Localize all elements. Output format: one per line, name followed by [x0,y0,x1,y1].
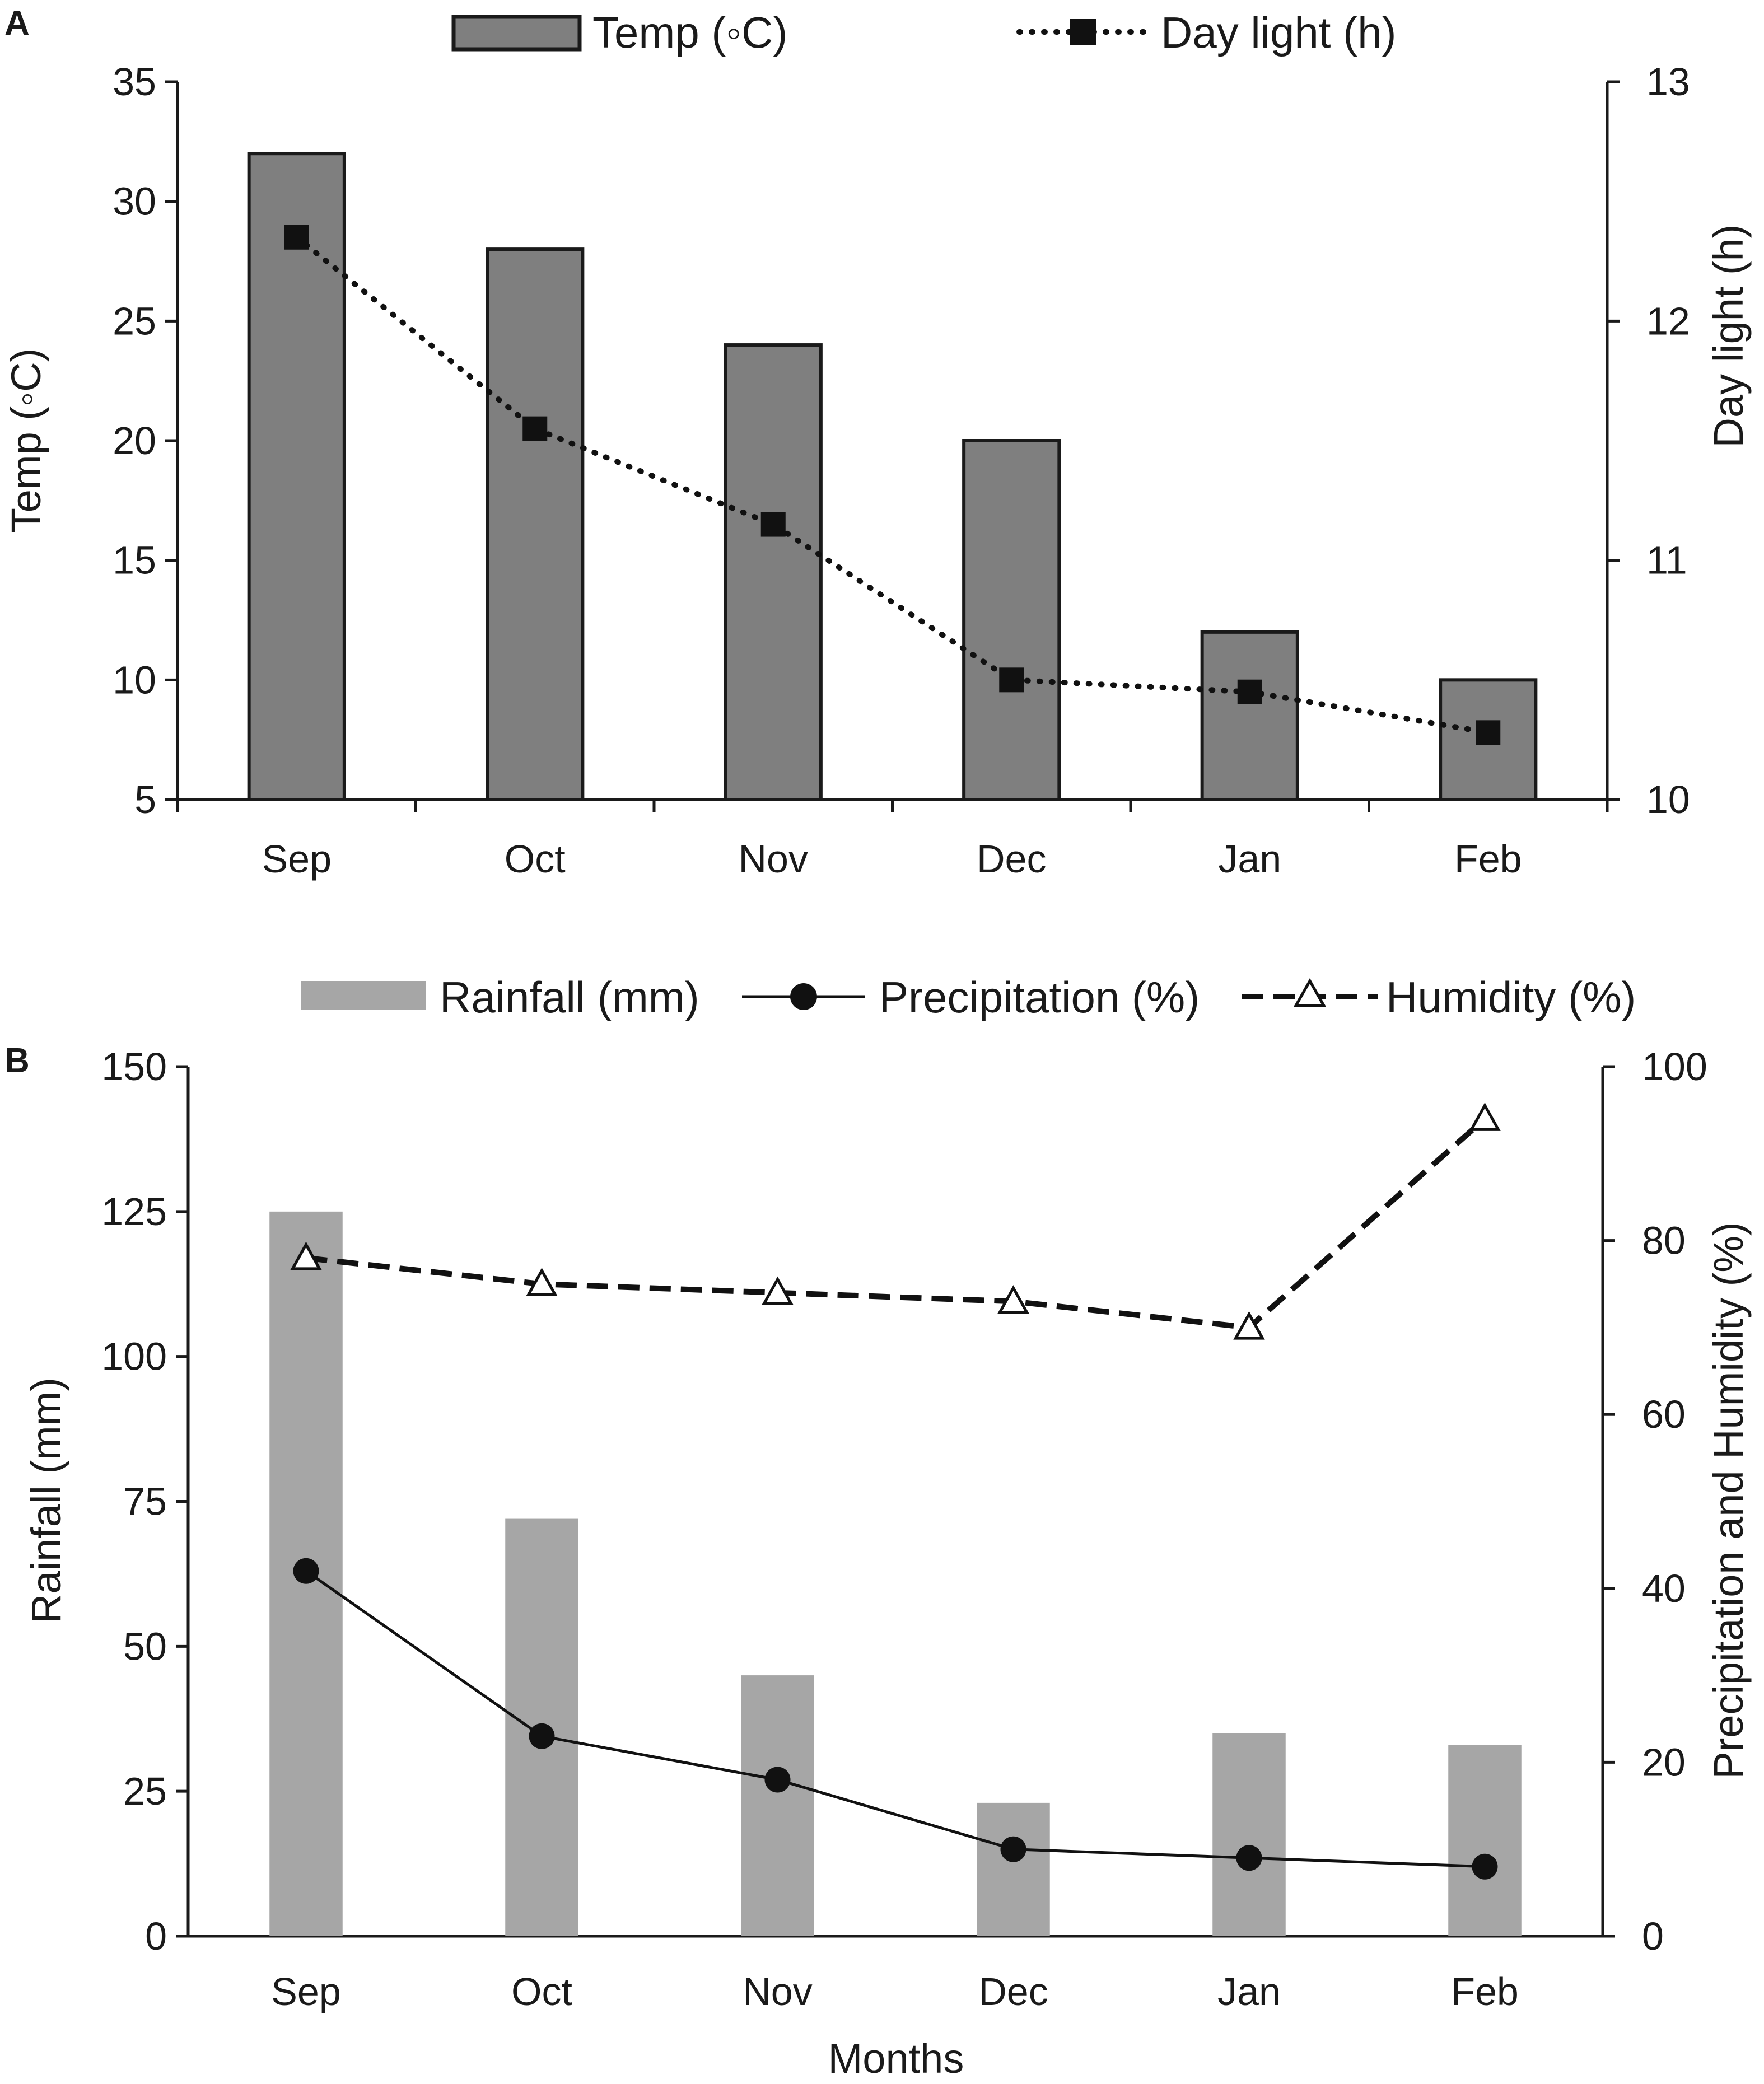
b-bars [269,1211,1522,1936]
legend-temp-swatch [451,15,582,52]
data-point [1000,1836,1026,1862]
y2-tick-label: 60 [1642,1393,1686,1436]
data-point [1236,1845,1262,1871]
y2-tick-label: 11 [1646,539,1687,582]
y-tick-label: 75 [123,1480,167,1524]
y-tick-label: 25 [113,299,156,343]
y-tick-label: 125 [101,1190,167,1233]
panel-a: A Temp (◦C) Day light (h) 5101520253035 … [3,4,1752,881]
y-tick-label: 15 [113,539,156,582]
y2-tick-label: 100 [1642,1045,1707,1088]
data-point [290,1241,322,1270]
y2-tick-label: 20 [1642,1740,1686,1784]
y2-tick-label: 0 [1642,1914,1664,1958]
data-point [529,1723,555,1749]
bar [1212,1733,1286,1936]
data-point [1472,1853,1498,1880]
bar [247,152,346,802]
legend-daylight-marker [1070,19,1096,45]
a-y2label: Day light (h) [1705,225,1752,448]
y-tick-label: 35 [113,60,156,104]
b-lines [290,1102,1501,1880]
series-line [293,234,1491,736]
b-ylabel: Rainfall (mm) [23,1377,69,1624]
data-point [284,225,309,250]
b-xticks: Sep Oct Nov Dec Jan Feb [271,1970,1519,2013]
y2-tick-label: 80 [1642,1219,1686,1263]
data-point [760,512,786,537]
data-point [764,1767,791,1793]
y2-tick-label: 40 [1642,1567,1686,1610]
b-yticks: 0 25 50 75 100 125 150 [101,1045,188,1958]
y2-tick-label: 13 [1646,60,1690,104]
a-yticks: 5 10 15 20 25 30 35 [113,60,178,821]
b-y2label: Precipitation and Humidity (%) [1705,1222,1752,1779]
x-tick-label: Oct [511,1970,572,2013]
legend-b: Rainfall (mm) Precipitation (%) Humidity… [301,973,1636,1022]
bar [724,343,823,801]
y-tick-label: 0 [145,1914,167,1958]
legend-precip-label: Precipitation (%) [879,973,1200,1022]
y-tick-label: 30 [113,180,156,223]
legend-rainfall-swatch [301,981,426,1010]
legend-humidity-label: Humidity (%) [1386,973,1636,1022]
y-tick-label: 25 [123,1769,167,1813]
bar [1200,630,1299,802]
y-tick-label: 50 [123,1624,167,1668]
x-tick-label: Dec [977,837,1046,881]
y2-tick-label: 10 [1646,778,1690,821]
legend-temp-label: Temp (◦C) [592,8,787,57]
x-tick-label: Feb [1451,1970,1519,2013]
data-point [1469,1102,1501,1131]
a-ylabel: Temp (◦C) [3,348,49,533]
b-xlabel: Months [828,2035,964,2082]
x-tick-label: Jan [1217,1970,1281,2013]
x-tick-label: Dec [978,1970,1048,2013]
y-tick-label: 100 [101,1335,167,1379]
data-point [1233,1311,1265,1340]
data-point [999,667,1024,693]
y-tick-label: 20 [113,419,156,462]
bar [741,1675,814,1936]
y-tick-label: 150 [101,1045,167,1088]
data-point [293,1558,319,1584]
panel-a-letter: A [4,4,30,43]
a-xticks: Sep Oct Nov Dec Jan Feb [176,800,1609,881]
y2-tick-label: 12 [1646,299,1690,343]
data-point [1237,679,1262,704]
x-tick-label: Oct [505,837,566,881]
data-point [997,1285,1029,1314]
a-y2ticks: 10 11 12 13 [1607,60,1690,821]
data-point [1476,720,1501,745]
x-tick-label: Sep [271,1970,341,2013]
x-tick-label: Sep [262,837,332,881]
legend-rainfall-label: Rainfall (mm) [440,973,699,1022]
x-tick-label: Nov [743,1970,812,2013]
data-point [522,416,548,441]
series-line [305,1569,1485,1868]
panel-b: B Rainfall (mm) Precipitation (%) Humidi… [4,973,1752,2082]
data-point [526,1268,558,1296]
legend-humidity-marker [1293,978,1327,1007]
bar [1448,1745,1522,1936]
a-lines [284,225,1501,745]
bar [977,1802,1050,1936]
bar [486,247,585,801]
data-point [762,1276,794,1305]
a-bars [247,152,1538,802]
x-tick-label: Feb [1454,837,1522,881]
panel-b-letter: B [4,1041,30,1080]
x-tick-label: Jan [1218,837,1281,881]
legend-a: Temp (◦C) Day light (h) [451,8,1396,57]
b-y2ticks: 0 20 40 60 80 100 [1603,1045,1707,1958]
legend-daylight-label: Day light (h) [1161,8,1396,57]
x-tick-label: Nov [739,837,808,881]
legend-precip-marker [790,983,817,1010]
y-tick-label: 10 [113,658,156,702]
y-tick-label: 5 [134,778,156,821]
series-line [305,1116,1487,1331]
bar [962,439,1061,801]
